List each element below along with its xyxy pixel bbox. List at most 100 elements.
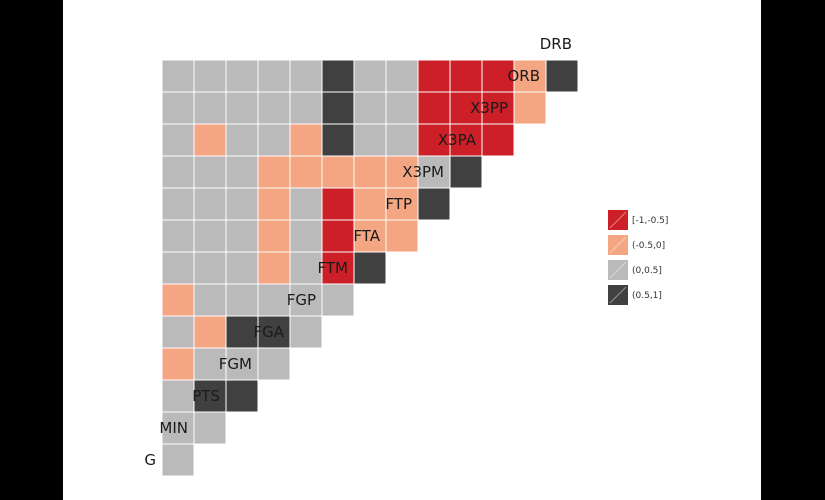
cell-orb-x3pa xyxy=(481,91,515,125)
cell-fgm-g xyxy=(161,379,195,413)
cell-drb-x3pm xyxy=(449,59,483,93)
cell-fta-min xyxy=(193,251,227,285)
legend-key-slash-3 xyxy=(609,286,627,304)
legend-label-2: (0,0.5] xyxy=(632,266,662,276)
cell-drb-min xyxy=(193,59,227,93)
cell-x3pa-ftm xyxy=(353,155,387,189)
cell-x3pp-fga xyxy=(289,123,323,157)
cell-orb-x3pp xyxy=(513,91,547,125)
cell-fta-ftm xyxy=(353,251,387,285)
cell-x3pa-fgp xyxy=(321,155,355,189)
legend-key-1 xyxy=(608,235,628,255)
legend: [-1,-0.5] (-0.5,0] (0,0.5] (0.5,1] xyxy=(608,210,668,305)
label-fta: FTA xyxy=(353,227,380,245)
label-fga: FGA xyxy=(253,323,284,341)
legend-key-slash-2 xyxy=(609,261,627,279)
plot-panel: G MIN PTS FGM FGA FGP FTM FTA FTP X3PM X3PA X3PP ORB… xyxy=(63,0,761,500)
legend-label-0: [-1,-0.5] xyxy=(632,216,668,226)
cell-ftp-fgm xyxy=(257,219,291,253)
cell-fta-fgp xyxy=(321,251,355,285)
cell-fgp-fgm xyxy=(257,315,291,349)
cell-x3pa-ftp xyxy=(417,155,451,189)
cell-x3pa-fta xyxy=(385,155,419,189)
label-fgp: FGP xyxy=(287,291,316,309)
cell-ftm-fgm xyxy=(257,283,291,317)
cell-fga-g xyxy=(161,347,195,381)
cell-orb-min xyxy=(193,91,227,125)
cell-fgm-pts xyxy=(225,379,259,413)
cell-ftm-min xyxy=(193,283,227,317)
cell-fgp-min xyxy=(193,315,227,349)
cell-orb-fga xyxy=(289,91,323,125)
cell-x3pp-g xyxy=(161,123,195,157)
cell-x3pa-fga xyxy=(289,155,323,189)
cells-layer xyxy=(161,59,579,477)
cell-drb-orb xyxy=(545,59,579,93)
cell-orb-fgm xyxy=(257,91,291,125)
cell-ftp-fta xyxy=(385,219,419,253)
cell-ftm-pts xyxy=(225,283,259,317)
cell-x3pm-ftm xyxy=(353,187,387,221)
cell-ftp-pts xyxy=(225,219,259,253)
cell-min-g xyxy=(161,443,195,477)
cell-x3pm-fgm xyxy=(257,187,291,221)
cell-drb-fga xyxy=(289,59,323,93)
cell-ftp-min xyxy=(193,219,227,253)
cell-x3pm-fgp xyxy=(321,187,355,221)
cell-x3pp-fgp xyxy=(321,123,355,157)
cell-drb-g xyxy=(161,59,195,93)
cell-pts-min xyxy=(193,411,227,445)
cell-fgm-min xyxy=(193,379,227,413)
cell-x3pm-min xyxy=(193,187,227,221)
legend-key-slash-0 xyxy=(609,211,627,229)
label-pts: PTS xyxy=(192,387,220,405)
cell-fta-g xyxy=(161,251,195,285)
cell-orb-ftm xyxy=(353,91,387,125)
label-drb: DRB xyxy=(540,35,572,53)
cell-drb-fta xyxy=(385,59,419,93)
cell-x3pp-x3pa xyxy=(481,123,515,157)
legend-key-slash-1 xyxy=(609,236,627,254)
cell-drb-fgp xyxy=(321,59,355,93)
label-x3pa: X3PA xyxy=(438,131,477,149)
cell-x3pa-g xyxy=(161,155,195,189)
cell-x3pp-fta xyxy=(385,123,419,157)
label-orb: ORB xyxy=(507,67,540,85)
cell-x3pp-ftm xyxy=(353,123,387,157)
label-x3pm: X3PM xyxy=(402,163,444,181)
cell-ftp-fgp xyxy=(321,219,355,253)
cell-pts-g xyxy=(161,411,195,445)
legend-key-3 xyxy=(608,285,628,305)
label-ftm: FTM xyxy=(318,259,348,277)
cell-ftp-g xyxy=(161,219,195,253)
cell-ftp-fga xyxy=(289,219,323,253)
cell-drb-fgm xyxy=(257,59,291,93)
label-min: MIN xyxy=(159,419,188,437)
cell-x3pm-g xyxy=(161,187,195,221)
cell-drb-pts xyxy=(225,59,259,93)
cell-orb-fta xyxy=(385,91,419,125)
legend-key-0 xyxy=(608,210,628,230)
legend-label-1: (-0.5,0] xyxy=(632,241,665,251)
cell-fga-fgm xyxy=(257,347,291,381)
cell-orb-fgp xyxy=(321,91,355,125)
cell-ftm-fgp xyxy=(321,283,355,317)
cell-x3pm-pts xyxy=(225,187,259,221)
label-fgm: FGM xyxy=(219,355,252,373)
label-g: G xyxy=(144,451,156,469)
cell-x3pa-pts xyxy=(225,155,259,189)
cell-orb-ftp xyxy=(417,91,451,125)
cell-ftm-fga xyxy=(289,283,323,317)
cell-fta-fga xyxy=(289,251,323,285)
cell-ftp-ftm xyxy=(353,219,387,253)
cell-orb-g xyxy=(161,91,195,125)
cell-fgp-pts xyxy=(225,315,259,349)
cell-drb-ftp xyxy=(417,59,451,93)
cell-x3pp-fgm xyxy=(257,123,291,157)
cell-x3pp-pts xyxy=(225,123,259,157)
cell-fgp-g xyxy=(161,315,195,349)
legend-label-3: (0.5,1] xyxy=(632,291,662,301)
cell-ftm-g xyxy=(161,283,195,317)
